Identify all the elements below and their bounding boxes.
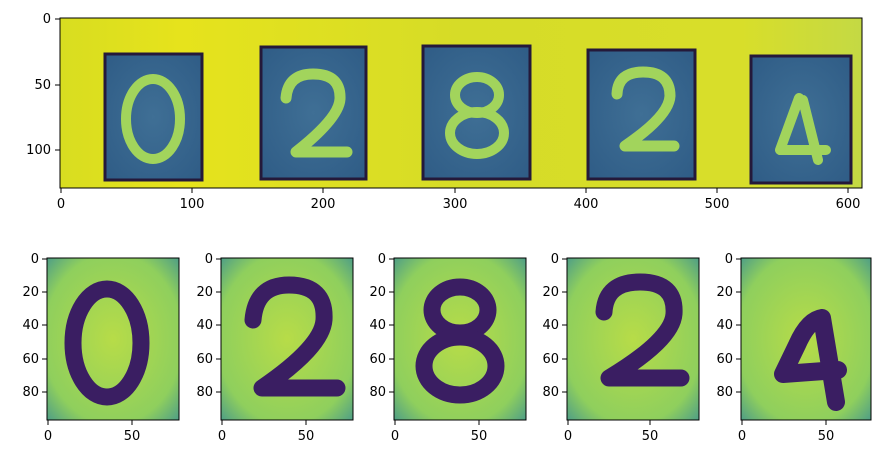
top-x-tick-label: 500	[705, 197, 730, 212]
crop-y-tick-label: 20	[22, 285, 39, 300]
top-x-axis: 0 100 200 300 400 500 600	[57, 188, 861, 212]
crop-x-tick-label: 50	[642, 429, 659, 444]
plate-4	[749, 54, 853, 185]
crop-x-tick-label: 0	[738, 429, 746, 444]
top-y-tick-label: 100	[26, 143, 51, 158]
crop-y-tick-label: 20	[716, 285, 733, 300]
crop-y-tick-label: 0	[551, 252, 559, 267]
crop-y-tick-label: 80	[542, 385, 559, 400]
plate-2b	[586, 48, 697, 181]
crop-y-tick-label: 0	[205, 252, 213, 267]
crop-y-tick-label: 60	[196, 352, 213, 367]
crop-y-tick-label: 80	[369, 385, 386, 400]
crop-x-tick-label: 0	[564, 429, 572, 444]
crop-x-tick-label: 0	[391, 429, 399, 444]
top-x-tick-label: 200	[311, 197, 336, 212]
crop-y-tick-label: 60	[369, 352, 386, 367]
crop-x-tick-label: 50	[471, 429, 488, 444]
crop-x-tick-label: 0	[44, 429, 52, 444]
crop-plot-2b: 0 20 40 60 80 0 50	[542, 252, 700, 444]
plate-8	[421, 44, 532, 181]
crop-x-tick-label: 50	[124, 429, 141, 444]
crop-y-tick-label: 60	[542, 352, 559, 367]
crop-plot-4: 0 20 40 60 80 0 50	[716, 252, 872, 444]
plate-0	[103, 52, 204, 182]
crop-y-tick-label: 40	[716, 318, 733, 333]
crop-y-tick-label: 80	[22, 385, 39, 400]
crop-y-tick-label: 20	[369, 285, 386, 300]
crop-plot-2a: 0 20 40 60 80 0 50	[196, 252, 354, 444]
plate-2a	[259, 45, 368, 181]
top-image-plot: 0 50 100 0 100 200 300 400 500 600	[26, 12, 863, 212]
top-x-tick-label: 100	[180, 197, 205, 212]
crop-plot-8: 0 20 40 60 80 0 50	[369, 252, 527, 444]
crop-y-tick-label: 60	[22, 352, 39, 367]
top-x-tick-label: 300	[443, 197, 468, 212]
crop-y-tick-label: 60	[716, 352, 733, 367]
crop-y-tick-label: 20	[196, 285, 213, 300]
top-x-tick-label: 0	[57, 197, 65, 212]
crop-y-tick-label: 0	[725, 252, 733, 267]
crop-x-tick-label: 50	[298, 429, 315, 444]
top-x-tick-label: 600	[836, 197, 861, 212]
crop-x-tick-label: 50	[818, 429, 835, 444]
crop-y-tick-label: 0	[31, 252, 39, 267]
crop-y-tick-label: 40	[542, 318, 559, 333]
top-plot-frame	[59, 17, 863, 189]
crop-plot-0: 0 20 40 60 80 0 50	[22, 252, 180, 444]
crop-y-tick-label: 80	[716, 385, 733, 400]
top-y-tick-label: 50	[34, 78, 51, 93]
top-y-axis: 0 50 100	[26, 12, 60, 158]
crop-y-tick-label: 40	[196, 318, 213, 333]
crop-y-tick-label: 80	[196, 385, 213, 400]
crop-x-tick-label: 0	[218, 429, 226, 444]
crop-y-tick-label: 40	[369, 318, 386, 333]
crop-y-tick-label: 20	[542, 285, 559, 300]
crop-y-tick-label: 0	[378, 252, 386, 267]
crop-y-tick-label: 40	[22, 318, 39, 333]
top-y-tick-label: 0	[43, 12, 51, 27]
top-x-tick-label: 400	[574, 197, 599, 212]
